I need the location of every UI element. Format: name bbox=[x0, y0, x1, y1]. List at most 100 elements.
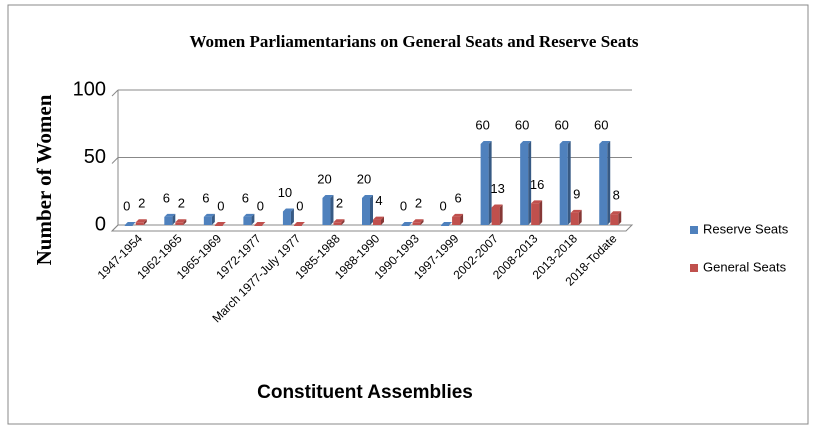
bar bbox=[480, 144, 489, 225]
bar bbox=[373, 219, 381, 225]
bar bbox=[124, 225, 133, 226]
bar bbox=[282, 211, 291, 225]
bar-side bbox=[341, 219, 345, 225]
data-label: 2 bbox=[178, 196, 185, 211]
bar-side bbox=[370, 195, 373, 225]
bar-side bbox=[172, 213, 176, 225]
x-axis-title: Constituent Assemblies bbox=[257, 382, 473, 403]
data-label: 0 bbox=[217, 198, 224, 213]
bar-top bbox=[480, 141, 492, 144]
bar-top bbox=[491, 204, 503, 208]
data-label: 6 bbox=[163, 190, 170, 205]
bar bbox=[164, 216, 173, 225]
bar bbox=[401, 225, 410, 226]
bar-side bbox=[618, 211, 622, 225]
bar bbox=[441, 225, 450, 226]
data-label: 2 bbox=[336, 196, 343, 211]
bar-top bbox=[520, 141, 532, 144]
bar bbox=[531, 203, 540, 225]
data-label: 6 bbox=[202, 190, 209, 205]
bar bbox=[322, 198, 331, 225]
grid-edge bbox=[111, 157, 119, 164]
grid-edge bbox=[111, 89, 119, 97]
bar-top bbox=[531, 200, 543, 204]
data-label: 4 bbox=[375, 193, 382, 208]
bar-top bbox=[124, 222, 136, 225]
bar bbox=[491, 207, 500, 225]
grid-edge bbox=[111, 224, 119, 232]
bar-side bbox=[143, 219, 147, 225]
y-tick-label: 0 bbox=[95, 213, 106, 235]
data-label: 6 bbox=[454, 190, 461, 205]
bar-top bbox=[164, 213, 176, 217]
bar bbox=[559, 144, 568, 225]
bar-top bbox=[559, 141, 571, 144]
bar-top bbox=[135, 219, 147, 223]
bar-side bbox=[539, 200, 543, 225]
bar-top bbox=[441, 222, 453, 225]
bar-top bbox=[203, 213, 215, 217]
bar-top bbox=[599, 141, 611, 144]
y-tick-label: 50 bbox=[84, 146, 106, 168]
bar bbox=[610, 214, 619, 225]
bar bbox=[135, 222, 144, 225]
legend-label: Reserve Seats bbox=[703, 221, 789, 236]
bar bbox=[520, 144, 529, 225]
bar bbox=[243, 216, 252, 225]
bar-side bbox=[183, 219, 187, 225]
data-label: 60 bbox=[594, 117, 608, 132]
data-label: 2 bbox=[415, 196, 422, 211]
bar-side bbox=[578, 209, 582, 225]
bar-side bbox=[381, 216, 384, 225]
chart-title: Women Parliamentarians on General Seats … bbox=[189, 32, 638, 51]
data-label: 8 bbox=[613, 188, 620, 203]
bar-side bbox=[607, 141, 611, 225]
bar-side bbox=[290, 208, 294, 225]
bar-side bbox=[251, 213, 255, 225]
bar-top bbox=[362, 195, 373, 198]
bar bbox=[203, 216, 212, 225]
bar-top bbox=[610, 211, 622, 215]
bar-top bbox=[293, 222, 305, 225]
bar-top bbox=[254, 222, 266, 225]
bar-side bbox=[330, 195, 334, 225]
bar-top bbox=[282, 208, 294, 212]
data-label: 60 bbox=[515, 117, 529, 132]
chart-border bbox=[7, 4, 809, 425]
data-label: 9 bbox=[573, 186, 580, 201]
data-label: 16 bbox=[530, 177, 544, 192]
bar-top bbox=[401, 222, 413, 225]
bar-side bbox=[499, 204, 503, 225]
bar-side bbox=[528, 141, 532, 225]
bar bbox=[214, 225, 223, 226]
bar-top bbox=[412, 219, 424, 223]
bar-top bbox=[175, 219, 187, 223]
data-label: 20 bbox=[357, 171, 371, 186]
y-tick-label: 100 bbox=[73, 78, 106, 100]
legend-label: General Seats bbox=[703, 259, 787, 274]
bar-top bbox=[570, 209, 582, 213]
bar bbox=[599, 144, 608, 225]
data-label: 2 bbox=[138, 196, 145, 211]
bar bbox=[254, 225, 263, 226]
bar bbox=[333, 222, 342, 225]
bar-top bbox=[373, 216, 384, 220]
data-label: 0 bbox=[400, 198, 407, 213]
bar-top bbox=[452, 213, 464, 217]
bar-top bbox=[243, 213, 255, 217]
floor bbox=[110, 224, 634, 232]
bar bbox=[570, 212, 579, 225]
data-label: 60 bbox=[475, 117, 489, 132]
bar bbox=[362, 198, 370, 225]
bar bbox=[175, 222, 184, 225]
bar bbox=[412, 222, 421, 225]
bar-side bbox=[420, 219, 424, 225]
bar-top bbox=[214, 222, 226, 225]
legend-swatch bbox=[690, 226, 698, 234]
data-label: 13 bbox=[490, 181, 504, 196]
data-label: 0 bbox=[257, 198, 264, 213]
data-label: 10 bbox=[278, 185, 292, 200]
data-label: 0 bbox=[439, 198, 446, 213]
bar bbox=[452, 216, 461, 225]
